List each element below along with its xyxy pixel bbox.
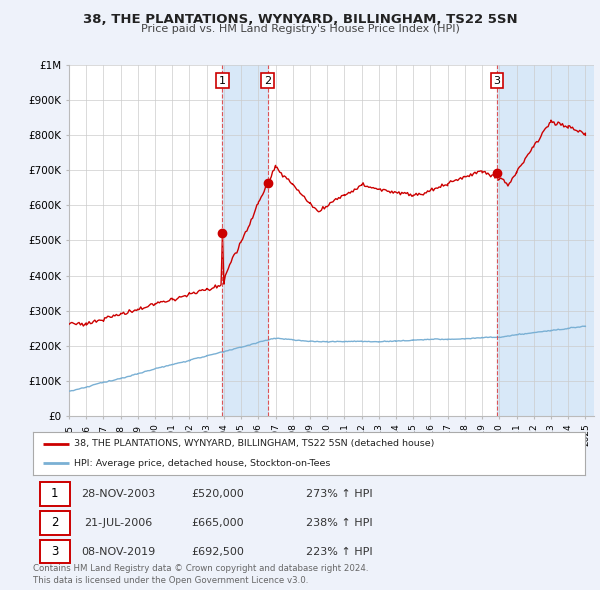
Text: 273% ↑ HPI: 273% ↑ HPI (306, 489, 373, 499)
Text: 21-JUL-2006: 21-JUL-2006 (85, 518, 152, 527)
Text: 3: 3 (51, 545, 58, 558)
Text: 1: 1 (51, 487, 59, 500)
Text: HPI: Average price, detached house, Stockton-on-Tees: HPI: Average price, detached house, Stoc… (74, 459, 331, 468)
Text: Contains HM Land Registry data © Crown copyright and database right 2024.: Contains HM Land Registry data © Crown c… (33, 565, 368, 573)
Text: 238% ↑ HPI: 238% ↑ HPI (306, 518, 373, 527)
Text: £692,500: £692,500 (191, 546, 244, 556)
Text: This data is licensed under the Open Government Licence v3.0.: This data is licensed under the Open Gov… (33, 576, 308, 585)
Text: 08-NOV-2019: 08-NOV-2019 (82, 546, 155, 556)
FancyBboxPatch shape (40, 511, 70, 535)
Text: 38, THE PLANTATIONS, WYNYARD, BILLINGHAM, TS22 5SN (detached house): 38, THE PLANTATIONS, WYNYARD, BILLINGHAM… (74, 440, 435, 448)
Text: 223% ↑ HPI: 223% ↑ HPI (306, 546, 373, 556)
Text: 38, THE PLANTATIONS, WYNYARD, BILLINGHAM, TS22 5SN: 38, THE PLANTATIONS, WYNYARD, BILLINGHAM… (83, 13, 517, 26)
Text: 2: 2 (51, 516, 59, 529)
Text: 3: 3 (494, 76, 500, 86)
FancyBboxPatch shape (40, 540, 70, 563)
Text: £665,000: £665,000 (191, 518, 244, 527)
Text: 2: 2 (264, 76, 271, 86)
Text: 28-NOV-2003: 28-NOV-2003 (82, 489, 155, 499)
Bar (497, 65, 594, 416)
Text: Price paid vs. HM Land Registry's House Price Index (HPI): Price paid vs. HM Land Registry's House … (140, 24, 460, 34)
Text: £520,000: £520,000 (191, 489, 244, 499)
FancyBboxPatch shape (40, 482, 70, 506)
Text: 1: 1 (219, 76, 226, 86)
Bar (223, 65, 268, 416)
